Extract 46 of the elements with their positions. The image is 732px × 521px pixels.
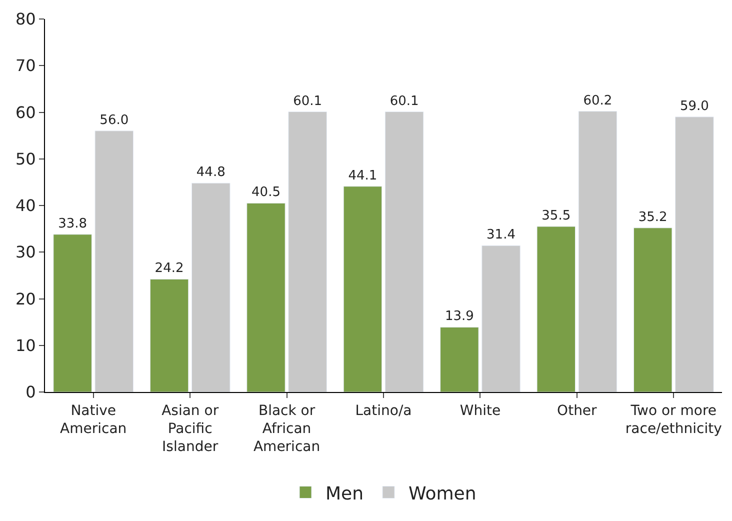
text: 35.5 — [542, 208, 571, 224]
bar — [384, 112, 424, 392]
y-tick-label: 60 — [15, 102, 36, 122]
y-tick-label: 40 — [15, 196, 36, 216]
x-tick-label: Latino/a — [355, 402, 412, 419]
y-tick-label: 70 — [15, 56, 36, 76]
bar — [53, 234, 92, 392]
bar — [578, 111, 618, 392]
x-tick-label: Two or more race/ethnicity — [625, 402, 722, 437]
text: 24.2 — [154, 261, 184, 276]
text: 40.5 — [252, 185, 280, 200]
text: 60.1 — [390, 94, 419, 109]
bar — [440, 326, 479, 392]
y-tick-label: 80 — [15, 10, 36, 29]
text: 35.2 — [638, 210, 668, 225]
bar — [675, 116, 714, 392]
text: 33.8 — [58, 216, 88, 232]
text: 60.1 — [293, 94, 322, 109]
bar — [94, 130, 134, 392]
text: 31.4 — [486, 228, 516, 243]
bar — [191, 182, 230, 392]
x-tick-label: Black or African American — [253, 402, 320, 456]
text: 56.0 — [100, 112, 129, 128]
y-tick-label: 0 — [26, 382, 36, 402]
bar — [150, 278, 189, 392]
bar — [246, 202, 286, 392]
y-tick-label: 50 — [15, 149, 36, 168]
bar — [288, 112, 327, 392]
bar — [343, 186, 382, 392]
y-tick-label: 20 — [15, 289, 36, 308]
bar — [633, 228, 672, 392]
x-tick-label: Native American — [60, 402, 127, 437]
x-tick-label: Other — [557, 402, 598, 419]
y-tick-label: 30 — [15, 242, 36, 262]
legend-label: Women — [408, 483, 476, 504]
text: 13.9 — [444, 309, 474, 324]
bar — [536, 226, 576, 392]
x-tick-label: Asian or Pacific Islander — [162, 402, 219, 456]
text: 44.8 — [196, 165, 226, 180]
text: 44.1 — [348, 168, 378, 184]
bar — [482, 245, 520, 392]
text: 59.0 — [680, 98, 709, 114]
text: 60.2 — [583, 93, 612, 108]
y-tick-label: 10 — [15, 336, 36, 355]
legend-label: Men — [326, 483, 364, 504]
x-tick-label: White — [460, 402, 501, 419]
